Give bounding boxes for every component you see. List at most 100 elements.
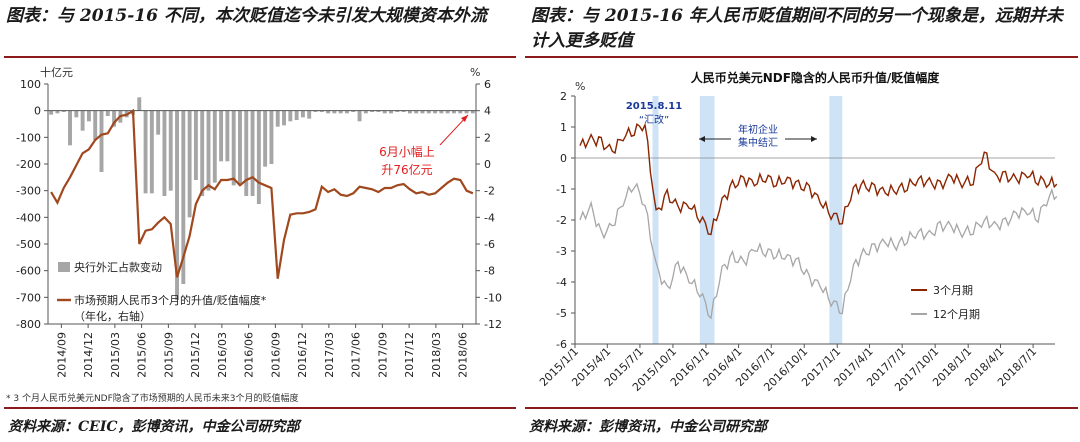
left-y-tick-label: -500 [16, 238, 41, 251]
left-x-tick-label: 2015/09 [162, 332, 175, 378]
left-title-rule [4, 56, 516, 58]
left-panel-title: 图表：与 2015-16 不同，本次贬值迄今未引发大规模资本外流 [6, 6, 487, 26]
left-panel: 图表：与 2015-16 不同，本次贬值迄今未引发大规模资本外流 十亿元% 100… [0, 0, 520, 442]
left-bar [74, 110, 79, 118]
left-bar [313, 110, 318, 112]
left-bar [326, 110, 331, 114]
left-y2-tick-label: -2 [484, 185, 495, 198]
right-y-tick-label: -3 [556, 245, 567, 258]
right-source: 资料来源：彭博资讯，中金公司研究部 [529, 419, 767, 435]
left-legend-line-sublabel: （年化，右轴） [74, 309, 151, 323]
left-x-tick-label: 2015/12 [189, 332, 202, 378]
left-source-rule [4, 407, 516, 409]
left-bar [439, 110, 444, 114]
left-bar [86, 110, 91, 122]
left-y2-tick-label: 2 [484, 131, 491, 144]
left-y2-tick-label: -8 [484, 265, 495, 278]
left-y-unit-left: 十亿元 [40, 65, 73, 79]
left-footnote: * 3 个月人民币兑美元NDF隐含了市场预期的人民币未来3个月的贬值幅度 [6, 394, 299, 404]
left-bar [156, 110, 161, 135]
left-x-tick-label: 2018/06 [457, 332, 470, 378]
left-y2-tick-label: -10 [484, 291, 502, 304]
left-bar [168, 110, 173, 191]
left-bar [112, 110, 117, 127]
left-annotation-line2: 升76亿元 [381, 162, 432, 177]
right-arrowhead-left [699, 136, 705, 142]
left-bar [426, 110, 431, 114]
left-legend-bar-label: 央行外汇占款变动 [74, 260, 162, 274]
left-y2-tick-label: -6 [484, 238, 495, 251]
left-bar [225, 110, 230, 162]
right-y-tick-label: 1 [560, 121, 567, 134]
left-y-tick-label: -100 [16, 131, 41, 144]
left-bar [445, 110, 450, 114]
left-bar [206, 110, 211, 191]
left-line-series [50, 108, 474, 279]
left-x-tick-label: 2016/06 [243, 332, 256, 378]
left-bar [200, 110, 205, 196]
right-y-tick-label: 0 [560, 152, 567, 165]
left-bar [244, 110, 249, 196]
left-y-tick-label: -200 [16, 158, 41, 171]
right-legend-3m-label: 3个月期 [933, 284, 973, 297]
right-y-tick-label: -5 [556, 307, 567, 320]
right-shaded-period [652, 96, 659, 344]
left-x-tick-label: 2017/12 [403, 332, 416, 378]
left-bar [389, 110, 393, 114]
left-bar [137, 97, 142, 111]
left-annotation-arrowhead [461, 115, 468, 122]
left-bar [407, 110, 412, 114]
left-bar [162, 110, 167, 196]
right-annotation-reform: “汇改” [639, 113, 669, 126]
left-bar [307, 110, 312, 119]
left-bar [263, 110, 268, 167]
left-bar [61, 110, 66, 112]
left-bar [401, 110, 406, 112]
left-bar [68, 110, 72, 146]
left-y-tick-label: -300 [16, 185, 41, 198]
left-bar [99, 110, 104, 172]
left-bar [452, 110, 456, 114]
left-bar [338, 110, 343, 114]
right-y-tick-label: -6 [556, 338, 567, 351]
left-source: 资料来源：CEIC，彭博资讯，中金公司研究部 [8, 419, 300, 435]
left-bar [332, 110, 337, 114]
left-bar [470, 110, 475, 114]
left-bar [105, 110, 110, 116]
left-y-tick-label: 100 [20, 78, 41, 91]
left-bar [212, 110, 217, 183]
left-y-tick-label: -600 [16, 265, 41, 278]
left-bar [231, 110, 236, 186]
left-bar [80, 110, 85, 131]
left-bar [143, 110, 148, 194]
left-bar [345, 110, 349, 114]
left-bar [288, 110, 293, 122]
left-bar [363, 110, 368, 114]
right-y-tick-label: -4 [556, 276, 567, 289]
right-legend-12m-label: 12个月期 [933, 308, 980, 321]
left-x-tick-label: 2018/03 [430, 332, 443, 378]
left-y2-tick-label: -4 [484, 211, 495, 224]
left-bar [238, 110, 242, 186]
left-bar [351, 110, 356, 112]
right-annotation-corp2: 集中结汇 [738, 136, 778, 149]
left-x-tick-label: 2017/09 [376, 332, 389, 378]
left-bar [269, 110, 274, 164]
right-line-12m [579, 182, 1058, 320]
left-bar [175, 110, 179, 300]
left-y-unit-right: % [470, 66, 480, 79]
right-y-unit: % [575, 80, 585, 93]
left-y-tick-label: -700 [16, 291, 41, 304]
right-annotation-date: 2015.8.11 [626, 101, 682, 112]
left-bar [300, 110, 305, 118]
left-y-tick-label: -400 [16, 211, 41, 224]
left-legend-bar-swatch [58, 262, 70, 272]
left-bar [250, 110, 255, 196]
left-x-tick-label: 2017/06 [350, 332, 363, 378]
left-bar [193, 110, 198, 180]
left-bar [319, 110, 324, 112]
left-bar [187, 110, 192, 218]
left-bar [433, 110, 438, 114]
left-x-tick-label: 2014/09 [55, 332, 68, 378]
left-bar [395, 110, 400, 112]
